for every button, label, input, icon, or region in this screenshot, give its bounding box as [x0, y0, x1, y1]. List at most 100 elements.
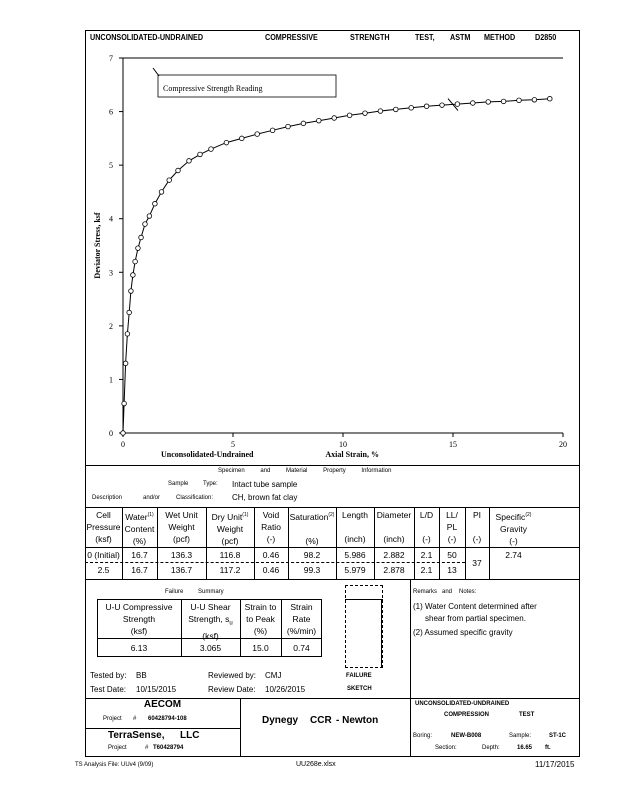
footer-filename: UU268e.xlsx — [296, 761, 336, 768]
failure-sketch-box — [345, 585, 383, 668]
legend-label: Compressive Strength Reading — [163, 84, 263, 93]
divider — [381, 599, 382, 668]
table-cell: 98.2 — [303, 550, 321, 560]
test-name-1: UNCONSOLIDATED-UNDRAINED — [415, 701, 510, 707]
data-point — [121, 400, 127, 407]
sample-type-value: Intact tube sample — [232, 480, 298, 489]
lab-project-number: T60428794 — [153, 745, 184, 751]
data-point — [269, 127, 276, 134]
column-header: PI (-) — [465, 509, 489, 545]
column-header: Saturation(2) (%) — [288, 509, 336, 547]
y-axis-label: Deviator Stress, ksf — [93, 212, 102, 278]
header-line: U-U Compressive — [105, 602, 173, 612]
data-point — [393, 106, 399, 113]
data-point — [124, 331, 131, 337]
strain-rate-header: Strain Rate (%/min) — [281, 601, 322, 637]
divider — [85, 698, 580, 699]
x-tick-label: 0 — [121, 440, 125, 449]
legend-marker — [152, 67, 160, 77]
header-line: U-U Shear — [190, 602, 231, 612]
column-header: Specific(2) Gravity (-) — [489, 509, 538, 547]
project-number: 60428794-108 — [148, 716, 187, 722]
footer-analysis-file: TS Analysis File: UUv4 (9/09) — [75, 762, 154, 768]
data-point — [254, 131, 260, 137]
column-header: Wet Unit Weight (pcf) — [157, 509, 206, 545]
divider — [281, 599, 282, 657]
sample-type-label: Sample — [168, 481, 189, 487]
tested-by-value: BB — [136, 671, 147, 680]
site-name-2: CCR — [310, 715, 332, 726]
divider — [85, 728, 240, 729]
data-point — [122, 360, 129, 367]
y-tick-label: 5 — [109, 161, 113, 170]
table-cell: 50 — [447, 550, 457, 560]
column-header: Dry Unit(1) Weight (pcf) — [206, 509, 254, 547]
header-line: (ksf) — [202, 630, 219, 641]
column-header: Void Ratio (-) — [254, 509, 288, 545]
data-point — [126, 309, 132, 316]
header-line: Content — [124, 523, 155, 534]
y-tick-label: 6 — [109, 108, 113, 117]
specific-gravity-value: 2.74 — [505, 550, 522, 560]
grid-divider — [85, 562, 465, 563]
column-header: L/D (-) — [414, 509, 439, 545]
heading-word: Information — [361, 468, 392, 474]
lab-name: TerraSense, — [108, 730, 165, 741]
data-point — [130, 272, 136, 278]
header-line: Saturation(2) — [288, 509, 336, 523]
column-header: Water(1) Content (%) — [122, 509, 157, 547]
data-point — [439, 102, 445, 108]
uu-shear-header: U-U Shear Strength, su (ksf) — [181, 601, 240, 642]
heading-word: and — [260, 468, 271, 474]
remark-2: (2) Assumed specific gravity — [413, 628, 513, 637]
header-line: PI — [465, 509, 489, 521]
data-point — [135, 245, 141, 251]
header-line: Gravity — [500, 523, 527, 534]
grid-divider — [206, 507, 207, 580]
header-text: LL/ — [446, 510, 458, 520]
data-point — [175, 167, 181, 174]
data-point — [454, 101, 461, 107]
data-point — [346, 112, 353, 119]
column-header: Cell Pressure (ksf) — [85, 509, 122, 545]
x-tick-label: 15 — [449, 440, 457, 449]
table-cell: 99.3 — [303, 565, 321, 575]
table-cell: 0.46 — [262, 565, 280, 575]
test-name-3: TEST — [519, 712, 535, 718]
grid-divider — [336, 507, 337, 580]
header-line — [374, 521, 414, 533]
header-line: (ksf) — [130, 626, 148, 636]
header-astm: ASTM — [450, 33, 471, 42]
specimen-info-box — [85, 465, 580, 580]
divider — [410, 580, 411, 698]
review-date-value: 10/26/2015 — [265, 685, 306, 694]
header-line: Water(1) — [122, 509, 157, 523]
header-line: Diameter — [374, 509, 414, 521]
data-point — [223, 139, 230, 146]
header-line — [336, 521, 374, 533]
y-tick-label: 1 — [109, 375, 113, 384]
table-cell: 2.1 — [420, 550, 433, 560]
divider — [240, 599, 241, 657]
table-cell: 136.7 — [170, 565, 193, 575]
data-point — [186, 158, 192, 164]
uu-compressive-value: 6.13 — [130, 643, 148, 653]
data-point — [470, 100, 476, 106]
x-axis-label-prefix: Unconsolidated-Undrained — [161, 450, 254, 459]
data-point — [120, 430, 126, 436]
data-point — [146, 213, 153, 219]
legend-box — [157, 74, 337, 98]
data-point — [152, 201, 158, 207]
header-text: Length — [342, 510, 368, 520]
description-label: Description — [92, 495, 123, 501]
header-line: (-) — [266, 534, 276, 544]
divider — [410, 698, 411, 757]
table-cell: 2.882 — [383, 550, 405, 560]
x-axis-label: Axial Strain, % — [325, 450, 379, 459]
depth-label: Depth: — [482, 745, 500, 751]
header-line: (inch) — [344, 534, 366, 544]
subscript: u — [229, 620, 233, 627]
data-point — [285, 123, 291, 130]
x-tick-label: 10 — [339, 440, 347, 449]
y-tick-label: 7 — [109, 54, 113, 63]
